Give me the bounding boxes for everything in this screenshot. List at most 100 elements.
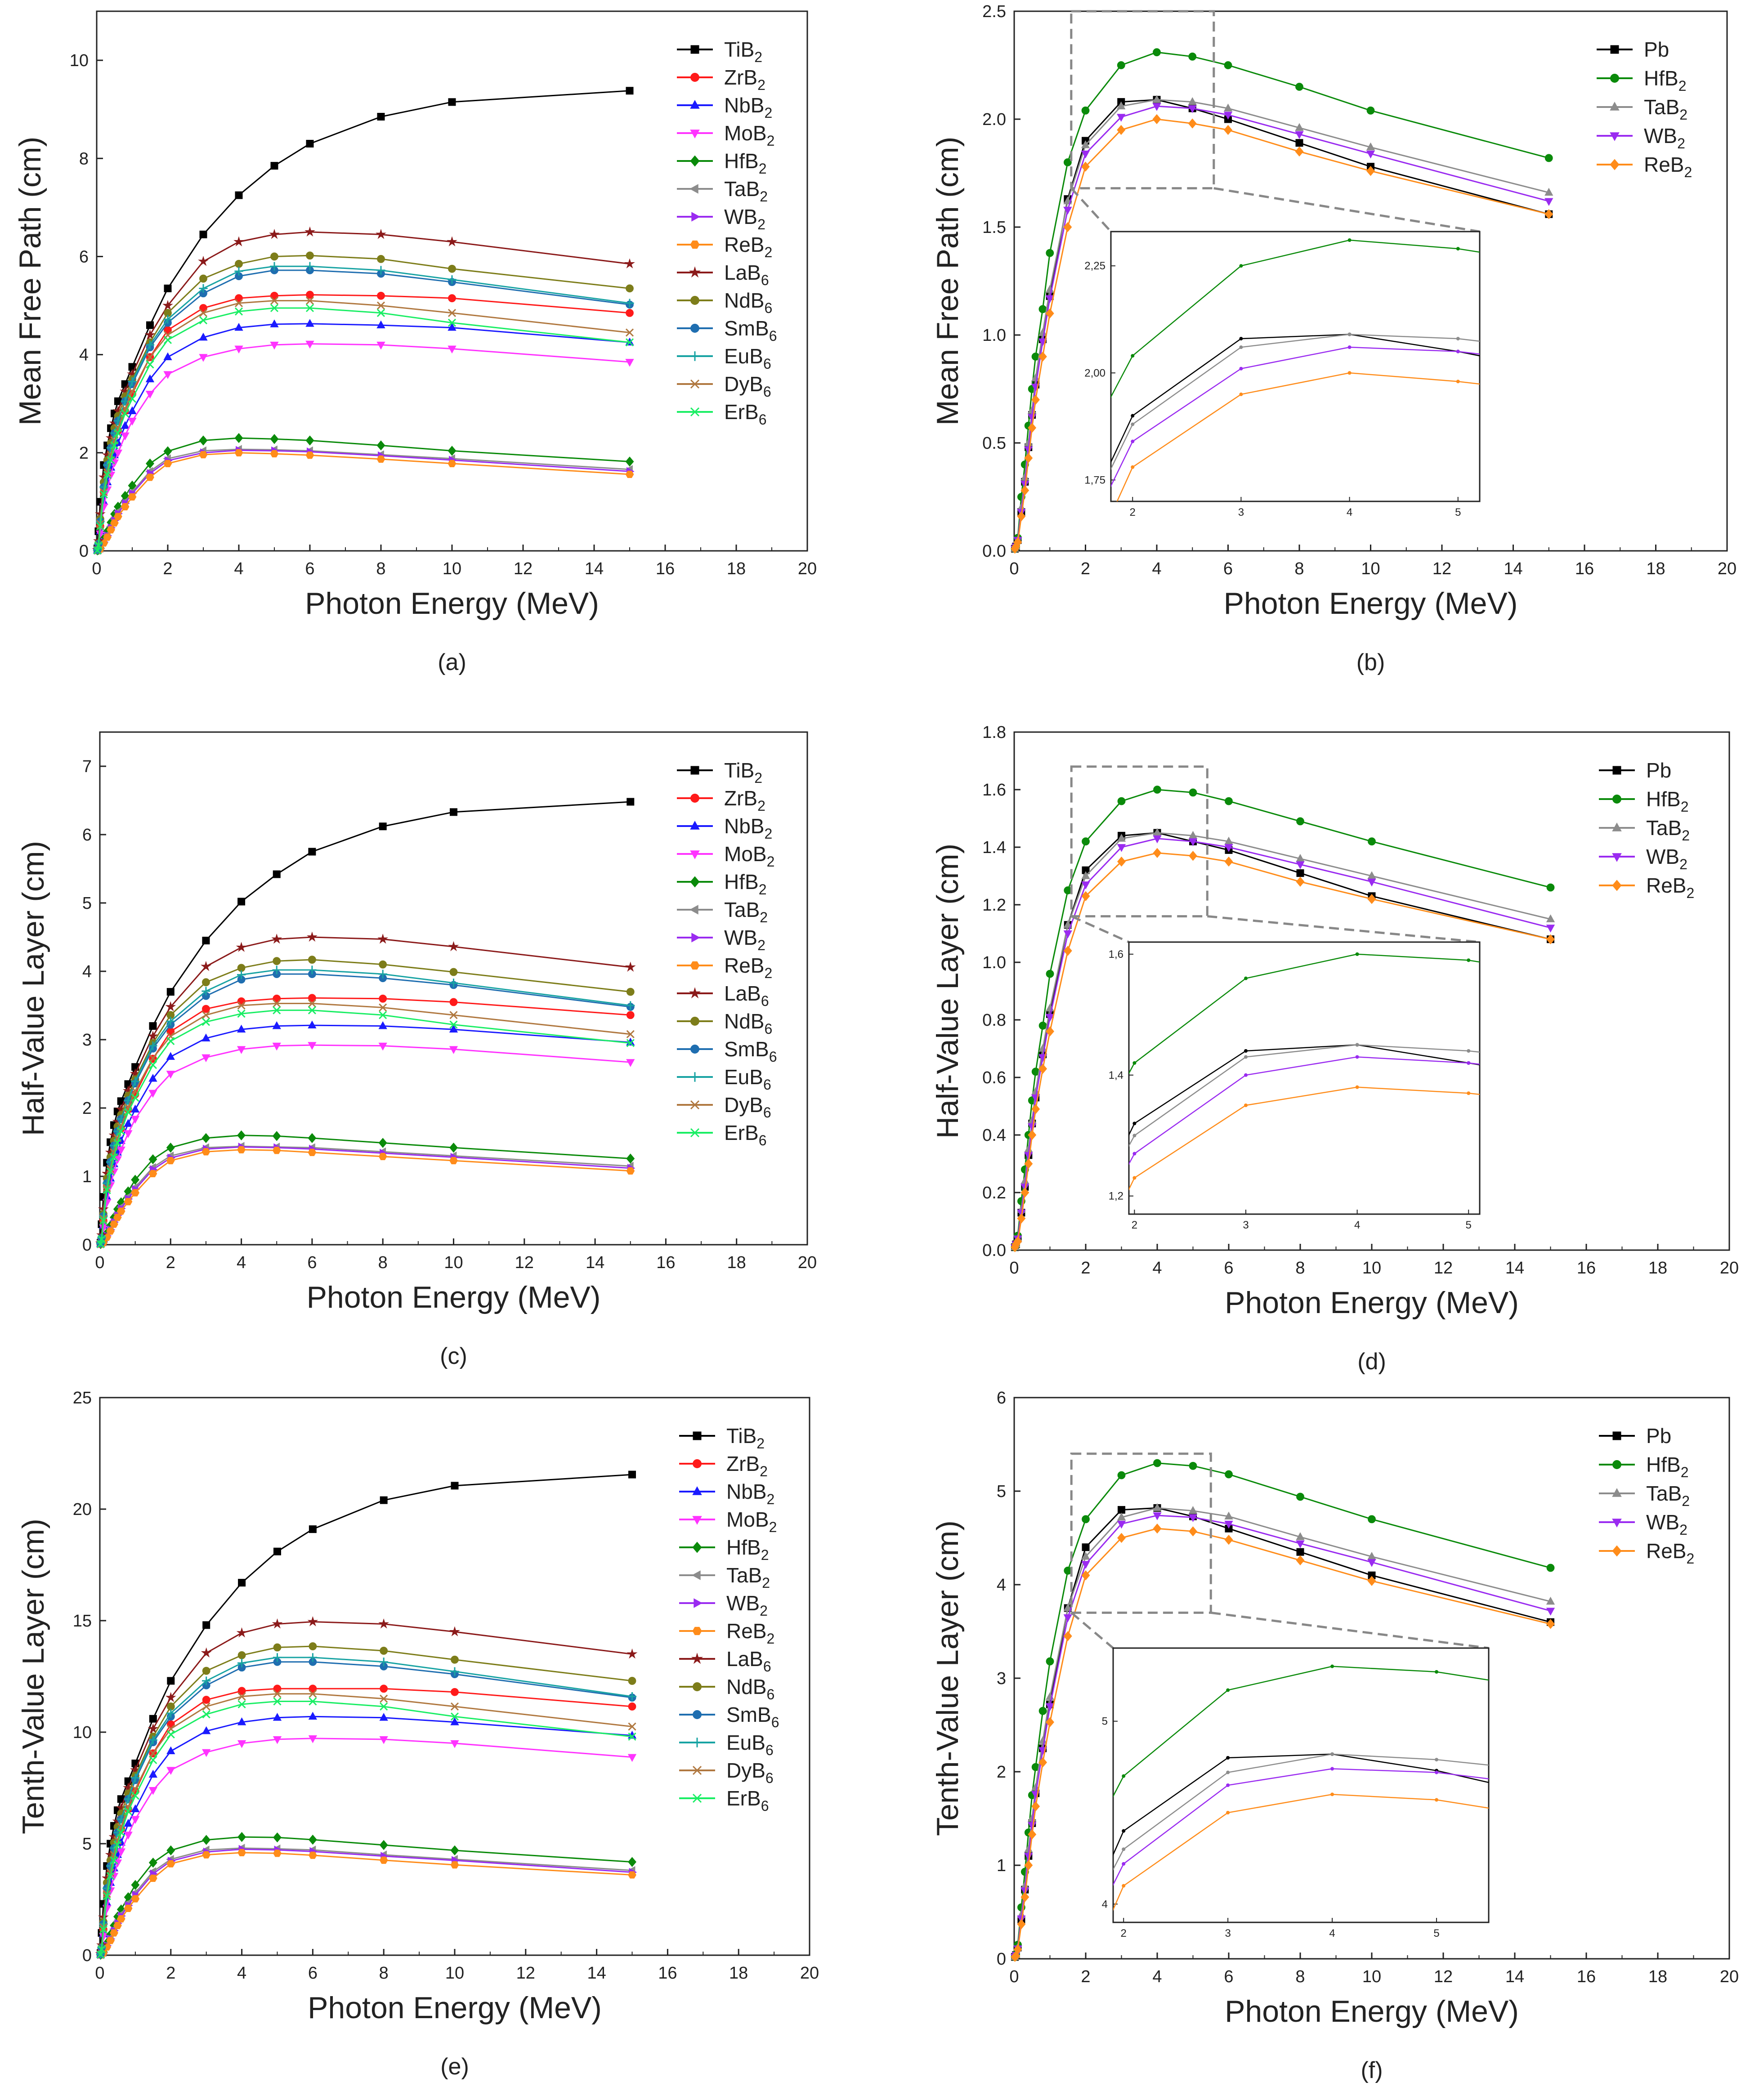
data-point — [106, 1167, 115, 1176]
data-point — [146, 458, 154, 469]
legend-label-text: TaB — [1646, 1482, 1682, 1505]
x-tick-label: 10 — [443, 559, 461, 578]
data-point — [1024, 1860, 1033, 1871]
legend-label-subscript: 2 — [1678, 78, 1687, 94]
data-point — [626, 1167, 635, 1175]
data-point — [131, 1774, 140, 1783]
data-point — [273, 1547, 281, 1555]
data-point — [1117, 856, 1126, 867]
data-point — [308, 1711, 318, 1720]
data-point — [379, 1736, 388, 1744]
data-point — [449, 1626, 460, 1636]
legend-label-text: ZrB — [726, 1452, 760, 1475]
data-point — [1368, 837, 1376, 846]
data-point — [376, 320, 385, 329]
data-point — [149, 1022, 157, 1030]
inset-x-tick-label: 3 — [1225, 1927, 1231, 1939]
legend-label-text: TiB — [724, 759, 754, 782]
data-point — [1063, 1603, 1072, 1611]
legend-marker — [692, 1626, 702, 1635]
legend-item-LaB6: LaB6 — [677, 261, 769, 288]
data-point — [237, 1849, 246, 1856]
series-ZrB2 — [96, 1684, 636, 1959]
inset-data-point — [1226, 1756, 1230, 1760]
data-point — [378, 1618, 389, 1629]
legend-label-text: WB — [1646, 845, 1679, 868]
data-point — [199, 316, 208, 325]
series-ReB2 — [1011, 114, 1553, 554]
data-point — [378, 970, 387, 979]
data-point — [237, 1658, 246, 1667]
series-SmB6 — [96, 970, 635, 1247]
data-point — [237, 1717, 246, 1725]
inset-data-point — [1565, 371, 1568, 375]
inset-data-point — [1239, 264, 1243, 268]
data-point — [305, 296, 314, 305]
data-point — [94, 541, 103, 550]
series-TiB2 — [94, 87, 634, 553]
legend-label-text: LaB — [726, 1647, 763, 1671]
legend-item-ErB6: ErB6 — [679, 1787, 769, 1814]
legend-item-NdB6: NdB6 — [679, 1675, 774, 1702]
data-point — [376, 266, 385, 275]
series-ReB2 — [1011, 848, 1555, 1252]
legend-label-text: ReB — [724, 954, 764, 977]
series-LaB6 — [95, 931, 636, 1248]
y-tick-label: 0 — [82, 1236, 92, 1255]
legend-label: TaB2 — [726, 1564, 770, 1591]
data-point — [377, 113, 385, 121]
legend-item-TaB2: TaB2 — [1599, 1482, 1690, 1509]
data-point — [376, 308, 385, 317]
data-point — [1188, 1506, 1198, 1514]
legend-item-ReB2: ReB2 — [1597, 153, 1692, 180]
data-point — [131, 1880, 140, 1890]
data-point — [448, 941, 459, 952]
data-point — [106, 1868, 115, 1877]
data-point — [625, 359, 634, 367]
data-point — [1544, 188, 1553, 196]
data-point — [107, 456, 115, 465]
series-WB2 — [94, 446, 635, 555]
data-point — [450, 1667, 459, 1676]
data-point — [113, 449, 123, 458]
legend-item-ReB2: ReB2 — [1599, 1539, 1694, 1567]
data-point — [273, 1689, 282, 1698]
inset-x-tick-label: 4 — [1354, 1219, 1360, 1231]
legend-label: TaB2 — [724, 177, 768, 205]
data-point — [309, 1525, 317, 1533]
y-tick-label: 1.0 — [982, 326, 1006, 345]
inset-x-tick-label: 4 — [1347, 506, 1352, 518]
data-point — [1063, 920, 1072, 928]
data-point — [131, 1816, 140, 1824]
data-point — [148, 1090, 157, 1098]
legend-marker — [692, 1486, 702, 1495]
data-point — [1153, 848, 1162, 858]
data-point — [166, 1052, 175, 1060]
legend-item-TiB2: TiB2 — [679, 1424, 765, 1452]
data-point — [146, 353, 154, 362]
legend-label-text: NbB — [724, 94, 764, 117]
data-point — [234, 267, 243, 276]
legend-marker — [690, 379, 700, 389]
inset-data-point — [1435, 1798, 1439, 1802]
y-tick-label: 1.4 — [982, 838, 1006, 857]
legend-label-subscript: 6 — [763, 1104, 771, 1121]
inset-data-point — [1226, 1770, 1230, 1774]
data-point — [166, 1767, 175, 1775]
data-point — [1117, 101, 1126, 110]
data-point — [1038, 305, 1047, 313]
y-tick-label: 0.4 — [982, 1126, 1006, 1145]
x-tick-label: 18 — [727, 559, 746, 578]
data-point — [448, 264, 456, 273]
inset-data-point — [1578, 1079, 1582, 1083]
inset-data-point — [1467, 1091, 1471, 1095]
x-tick-label: 10 — [445, 1964, 464, 1983]
x-tick-label: 8 — [1295, 1967, 1305, 1986]
data-point — [1296, 861, 1305, 870]
data-point — [1117, 61, 1125, 69]
data-point — [624, 258, 635, 268]
data-point — [131, 1116, 140, 1124]
legend-label: DyB6 — [724, 372, 771, 400]
data-point — [270, 291, 278, 300]
